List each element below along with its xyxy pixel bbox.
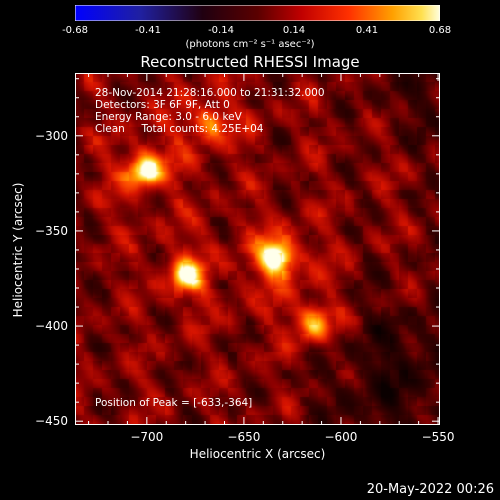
colorbar-units: (photons cm⁻² s⁻¹ asec⁻²) <box>185 39 315 50</box>
y-axis-label: Heliocentric Y (arcsec) <box>11 182 25 318</box>
info-time-range: 28-Nov-2014 21:28:16.000 to 21:31:32.000 <box>95 87 325 99</box>
x-tick-label: −550 <box>421 430 455 444</box>
info-detectors: Detectors: 3F 6F 9F, Att 0 <box>95 99 230 111</box>
colorbar-tick-label: -0.14 <box>208 25 234 36</box>
heatmap-image <box>75 73 440 425</box>
plot-area: 28-Nov-2014 21:28:16.000 to 21:31:32.000… <box>75 73 440 425</box>
colorbar-tick-label: 0.41 <box>355 25 379 36</box>
x-tick-label: −700 <box>130 430 164 444</box>
plot-border <box>75 73 440 425</box>
colorbar-tick-label: -0.41 <box>135 25 161 36</box>
y-tick-label: −350 <box>35 223 68 238</box>
colorbar-tick-label: 0.14 <box>282 25 306 36</box>
y-tick-label: −300 <box>35 128 68 143</box>
date-stamp: 20-May-2022 00:26 <box>366 482 494 497</box>
info-energy-range: Energy Range: 3.0 - 6.0 keV <box>95 111 242 123</box>
x-tick-label: −600 <box>324 430 358 444</box>
info-peak-position: Position of Peak = [-633,-364] <box>95 397 253 409</box>
plot-frame <box>75 73 440 425</box>
y-tick-label: −450 <box>35 414 68 429</box>
y-tick-label: −400 <box>35 319 68 334</box>
colorbar-tick-label: -0.68 <box>62 25 88 36</box>
info-total-counts: Clean Total counts: 4.25E+04 <box>95 123 264 135</box>
chart-title: Reconstructed RHESSI Image <box>140 53 360 71</box>
x-axis-label: Heliocentric X (arcsec) <box>189 447 326 461</box>
colorbar <box>75 5 440 21</box>
x-tick-label: −650 <box>227 430 261 444</box>
colorbar-tick-label: 0.68 <box>428 25 452 36</box>
